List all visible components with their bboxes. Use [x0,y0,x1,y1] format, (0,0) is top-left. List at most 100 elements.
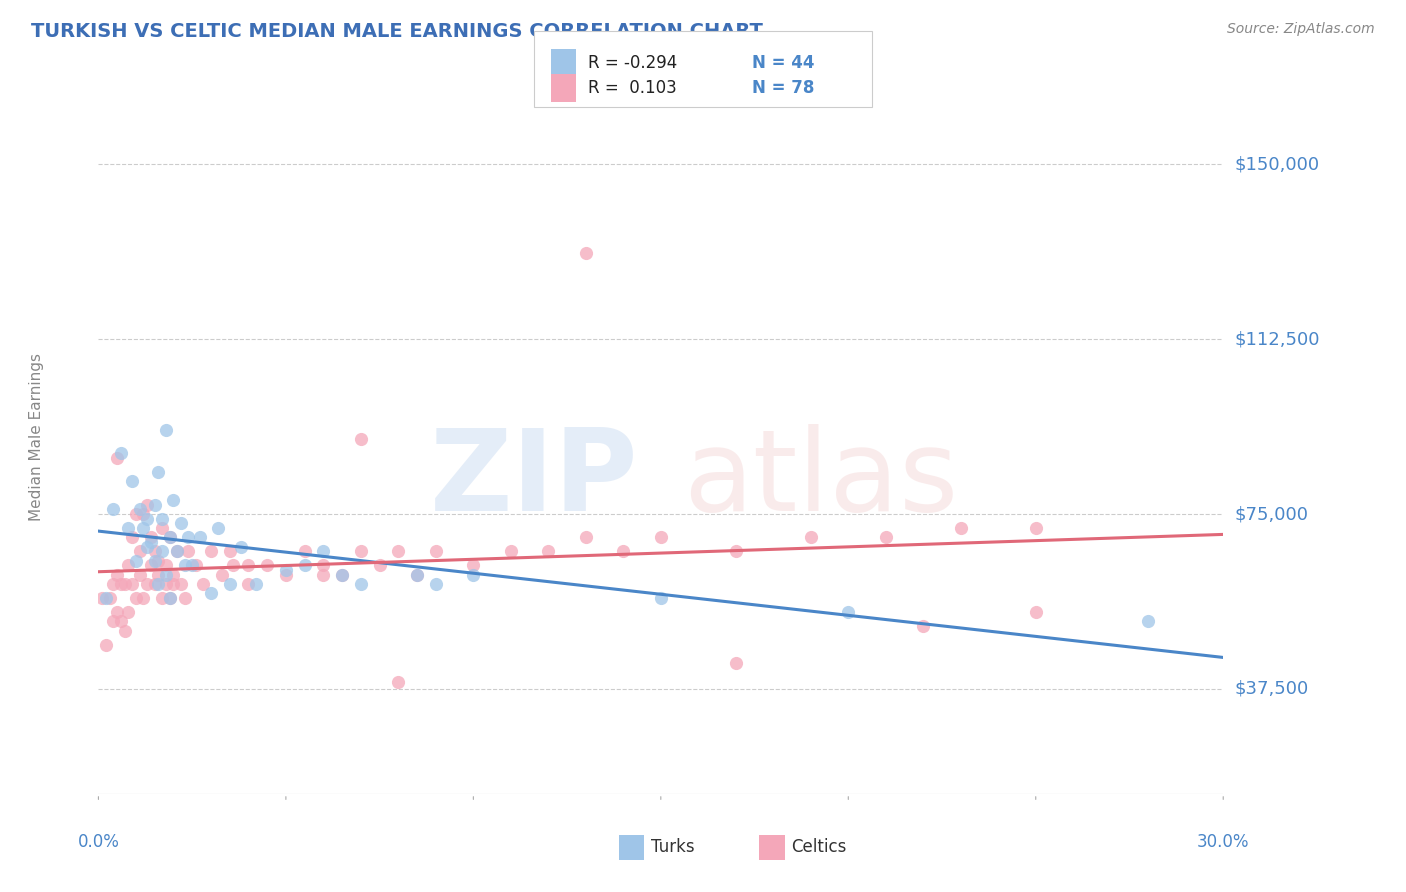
Point [110,577,132,591]
Point [128,567,150,582]
Point [105,605,128,619]
Point [103,615,125,629]
Point [330,567,353,582]
Point [238,577,260,591]
Point [406,567,429,582]
Point [132,507,155,521]
Point [128,502,150,516]
Point [650,591,672,605]
Point [350,433,373,447]
Point [132,591,155,605]
Point [800,530,823,544]
Point [200,544,222,558]
Point [312,567,335,582]
Point [229,540,252,554]
Point [143,577,166,591]
Point [136,577,159,591]
Point [159,530,181,544]
Point [170,577,193,591]
Point [148,554,170,568]
Text: ZIP: ZIP [430,425,638,535]
Point [312,544,335,558]
Text: $150,000: $150,000 [1234,155,1319,173]
Point [274,567,297,582]
Point [193,577,215,591]
Point [170,516,193,531]
Point [575,530,598,544]
Text: TURKISH VS CELTIC MEDIAN MALE EARNINGS CORRELATION CHART: TURKISH VS CELTIC MEDIAN MALE EARNINGS C… [31,22,763,41]
Point [330,567,353,582]
Point [117,605,139,619]
Point [173,558,195,573]
Point [150,521,173,535]
Point [274,563,297,577]
Point [103,577,125,591]
Point [110,615,132,629]
Text: $37,500: $37,500 [1234,680,1309,698]
Text: atlas: atlas [683,425,959,535]
Point [222,558,245,573]
Point [94,638,117,652]
Point [200,586,222,600]
Point [218,544,240,558]
Point [406,567,429,582]
Point [350,544,373,558]
Point [114,577,136,591]
Point [650,530,672,544]
Point [94,591,117,605]
Text: R = -0.294: R = -0.294 [588,54,676,72]
Point [166,544,188,558]
Point [139,558,162,573]
Text: Source: ZipAtlas.com: Source: ZipAtlas.com [1227,22,1375,37]
Point [575,245,598,260]
Point [159,591,181,605]
Point [425,544,447,558]
Point [121,577,143,591]
Point [166,544,188,558]
Point [143,544,166,558]
Text: Turks: Turks [651,838,695,856]
Point [121,530,143,544]
Point [150,591,173,605]
Point [181,558,204,573]
Point [139,530,162,544]
Point [612,544,634,558]
Point [155,558,177,573]
Point [912,619,935,633]
Point [724,657,747,671]
Point [368,558,391,573]
Text: $75,000: $75,000 [1234,505,1309,523]
Point [724,544,747,558]
Point [98,591,121,605]
Text: R =  0.103: R = 0.103 [588,79,676,97]
Point [188,530,211,544]
Point [218,577,240,591]
Point [136,512,159,526]
Point [350,577,373,591]
Point [238,558,260,573]
Point [184,558,207,573]
Point [1025,521,1047,535]
Point [256,558,278,573]
Text: N = 44: N = 44 [752,54,814,72]
Point [150,512,173,526]
Point [148,567,170,582]
Point [105,567,128,582]
Point [245,577,267,591]
Point [125,554,148,568]
Point [125,591,148,605]
Point [875,530,897,544]
Point [387,675,409,690]
Point [121,475,143,489]
Point [499,544,522,558]
Point [294,544,316,558]
Text: Celtics: Celtics [792,838,846,856]
Point [537,544,560,558]
Point [143,498,166,512]
Point [159,591,181,605]
Point [207,521,229,535]
Point [425,577,447,591]
Point [294,558,316,573]
Point [463,567,485,582]
Point [117,558,139,573]
